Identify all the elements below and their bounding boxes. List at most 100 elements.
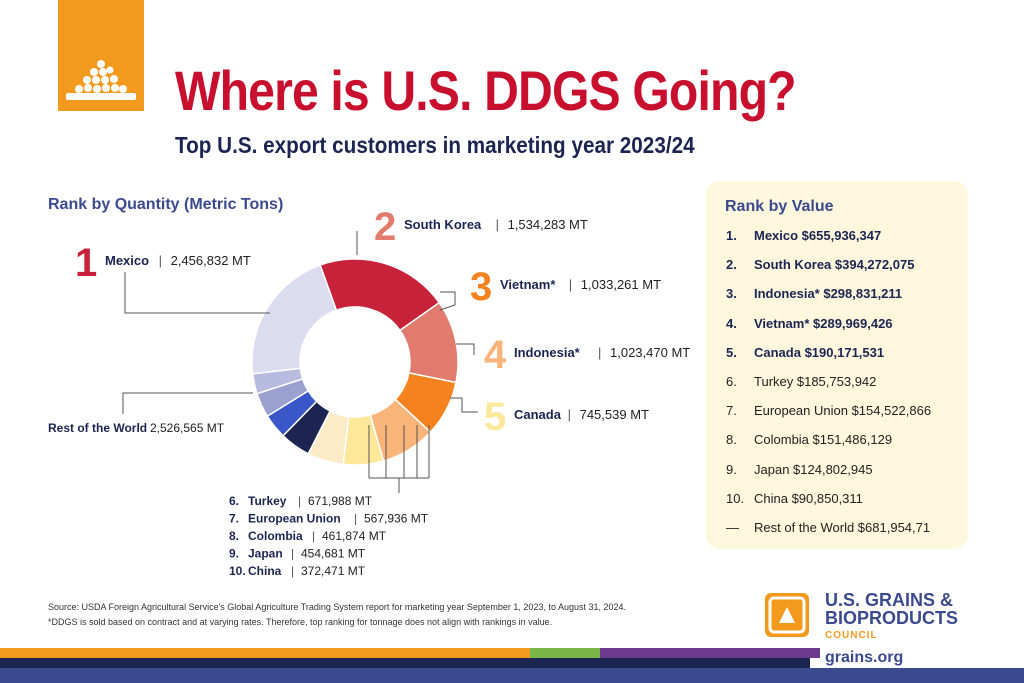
footer-stripe-purple: [600, 648, 820, 658]
value-rank-number: 10.: [726, 490, 745, 506]
slice-rank-number: 5: [484, 395, 506, 439]
slice-country-label: Indonesia*: [514, 345, 581, 360]
value-rank-number: 2.: [726, 257, 737, 273]
value-rank-text: Vietnam* $289,969,426: [754, 315, 893, 331]
slice-rank-number: 2: [374, 205, 396, 249]
slice-value-label: 671,988 MT: [308, 494, 373, 508]
slice-value-label: 1,023,470 MT: [610, 345, 690, 360]
footer-stripe-orange: [0, 648, 760, 658]
brand-line-3: COUNCIL: [825, 630, 878, 641]
slice-country-label: Japan: [248, 547, 283, 561]
slice-separator: |: [569, 277, 572, 292]
page-subtitle: Top U.S. export customers in marketing y…: [175, 132, 695, 158]
slice-rank-number: 8.: [229, 529, 239, 543]
slice-value-label: 567,936 MT: [364, 512, 429, 526]
value-rank-text: Turkey $185,753,942: [754, 374, 877, 389]
slice-value-label: 461,874 MT: [322, 529, 387, 543]
value-rank-row: 2. South Korea $394,272,075: [726, 257, 914, 272]
slice-separator: |: [298, 494, 301, 508]
slice-country-label: European Union: [248, 512, 341, 526]
value-rank-number: 6.: [726, 374, 737, 389]
value-rank-text: Canada $190,171,531: [754, 344, 885, 360]
value-rank-row: 10. China $90,850,311: [726, 491, 863, 506]
brand-website-link[interactable]: grains.org: [825, 649, 904, 666]
value-rank-row: 7. European Union $154,522,866: [726, 403, 931, 418]
donut-slice: [251, 264, 338, 375]
value-rank-row: 5. Canada $190,171,531: [726, 345, 884, 360]
grains-council-logo-icon: [765, 593, 809, 637]
slice-country-label: Colombia: [248, 529, 303, 543]
value-rank-text: Japan $124,802,945: [754, 461, 873, 477]
slice-value-label: 2,456,832 MT: [171, 253, 251, 268]
value-rank-row: 8. Colombia $151,486,129: [726, 432, 892, 447]
slice-separator: |: [568, 407, 571, 422]
value-rank-number: —: [726, 520, 739, 535]
slice-separator: |: [312, 529, 315, 543]
value-rank-row: — Rest of the World $681,954,71: [726, 520, 930, 535]
quantity-section-title: Rank by Quantity (Metric Tons): [48, 196, 284, 213]
value-rank-text: Colombia $151,486,129: [754, 432, 893, 448]
slice-separator: |: [159, 253, 162, 268]
leader-line: [456, 343, 475, 355]
slice-value-label: 1,033,261 MT: [581, 277, 661, 292]
leader-line: [439, 291, 456, 311]
value-rank-number: 3.: [726, 286, 737, 302]
leader-line: [450, 397, 478, 413]
footer-stripe-navy: [0, 658, 810, 668]
slice-rank-number: 1: [75, 241, 97, 285]
value-rank-text: South Korea $394,272,075: [754, 257, 915, 273]
page-title: Where is U.S. DDGS Going?: [175, 59, 797, 122]
slice-value-label: 372,471 MT: [301, 564, 366, 578]
slice-country-label: Canada: [514, 407, 562, 422]
slice-rank-number: 6.: [229, 494, 239, 508]
slice-value-label: 2,526,565 MT: [150, 421, 225, 435]
ddgs-footnote: *DDGS is sold based on contract and at v…: [48, 617, 553, 627]
brand-line-1: U.S. GRAINS &: [825, 590, 954, 610]
value-rank-text: Indonesia* $298,831,211: [754, 286, 903, 302]
slice-country-label: China: [248, 564, 282, 578]
brand-line-2: BIOPRODUCTS: [825, 608, 959, 628]
slice-separator: |: [598, 345, 601, 360]
slice-rank-number: 3: [470, 265, 492, 309]
header-logo-box: [58, 0, 144, 111]
value-rank-text: European Union $154,522,866: [754, 403, 932, 419]
grain-pile-icon: [66, 60, 136, 100]
leader-line: [122, 392, 253, 414]
brand-block: U.S. GRAINS & BIOPRODUCTS COUNCIL grains…: [825, 591, 958, 667]
slice-value-label: 1,534,283 MT: [508, 217, 588, 232]
slice-rank-number: 7.: [229, 512, 239, 526]
value-section-title: Rank by Value: [725, 198, 834, 215]
value-rank-number: 4.: [726, 315, 737, 331]
slice-rank-number: 4: [484, 333, 507, 377]
slice-country-label: Vietnam*: [500, 277, 556, 292]
slice-country-label: Mexico: [105, 253, 149, 268]
value-rank-row: 4. Vietnam* $289,969,426: [726, 316, 893, 331]
value-rank-row: 1. Mexico $655,936,347: [726, 228, 881, 243]
value-rank-row: 3. Indonesia* $298,831,211: [726, 286, 902, 301]
slice-separator: |: [291, 547, 294, 561]
slice-rank-number: 10.: [229, 564, 246, 578]
value-rank-text: Rest of the World $681,954,71: [754, 520, 931, 535]
footer-stripe-blue: [0, 668, 1024, 683]
value-rank-row: 9. Japan $124,802,945: [726, 462, 873, 477]
value-rank-number: 7.: [726, 403, 737, 419]
value-rank-row: 6. Turkey $185,753,942: [726, 374, 876, 389]
slice-value-label: 745,539 MT: [580, 407, 649, 422]
slice-separator: |: [291, 564, 294, 578]
slice-country-label: Turkey: [248, 494, 287, 508]
value-rank-number: 9.: [726, 461, 737, 477]
slice-separator: |: [496, 217, 499, 232]
value-rank-text: China $90,850,311: [754, 490, 863, 506]
value-rank-number: 8.: [726, 432, 737, 448]
source-footnote: Source: USDA Foreign Agricultural Servic…: [48, 602, 627, 612]
rank-by-value-panel: Rank by Value 1. Mexico $655,936,347 2. Sou…: [706, 181, 968, 549]
slice-separator: |: [354, 512, 357, 526]
slice-country-label: South Korea: [404, 217, 482, 232]
slice-rank-number: 9.: [229, 547, 239, 561]
value-rank-number: 1.: [726, 228, 737, 243]
leader-line: [124, 272, 270, 314]
slice-value-label: 454,681 MT: [301, 547, 366, 561]
value-rank-text: Mexico $655,936,347: [754, 228, 882, 243]
value-rank-number: 5.: [726, 344, 737, 360]
